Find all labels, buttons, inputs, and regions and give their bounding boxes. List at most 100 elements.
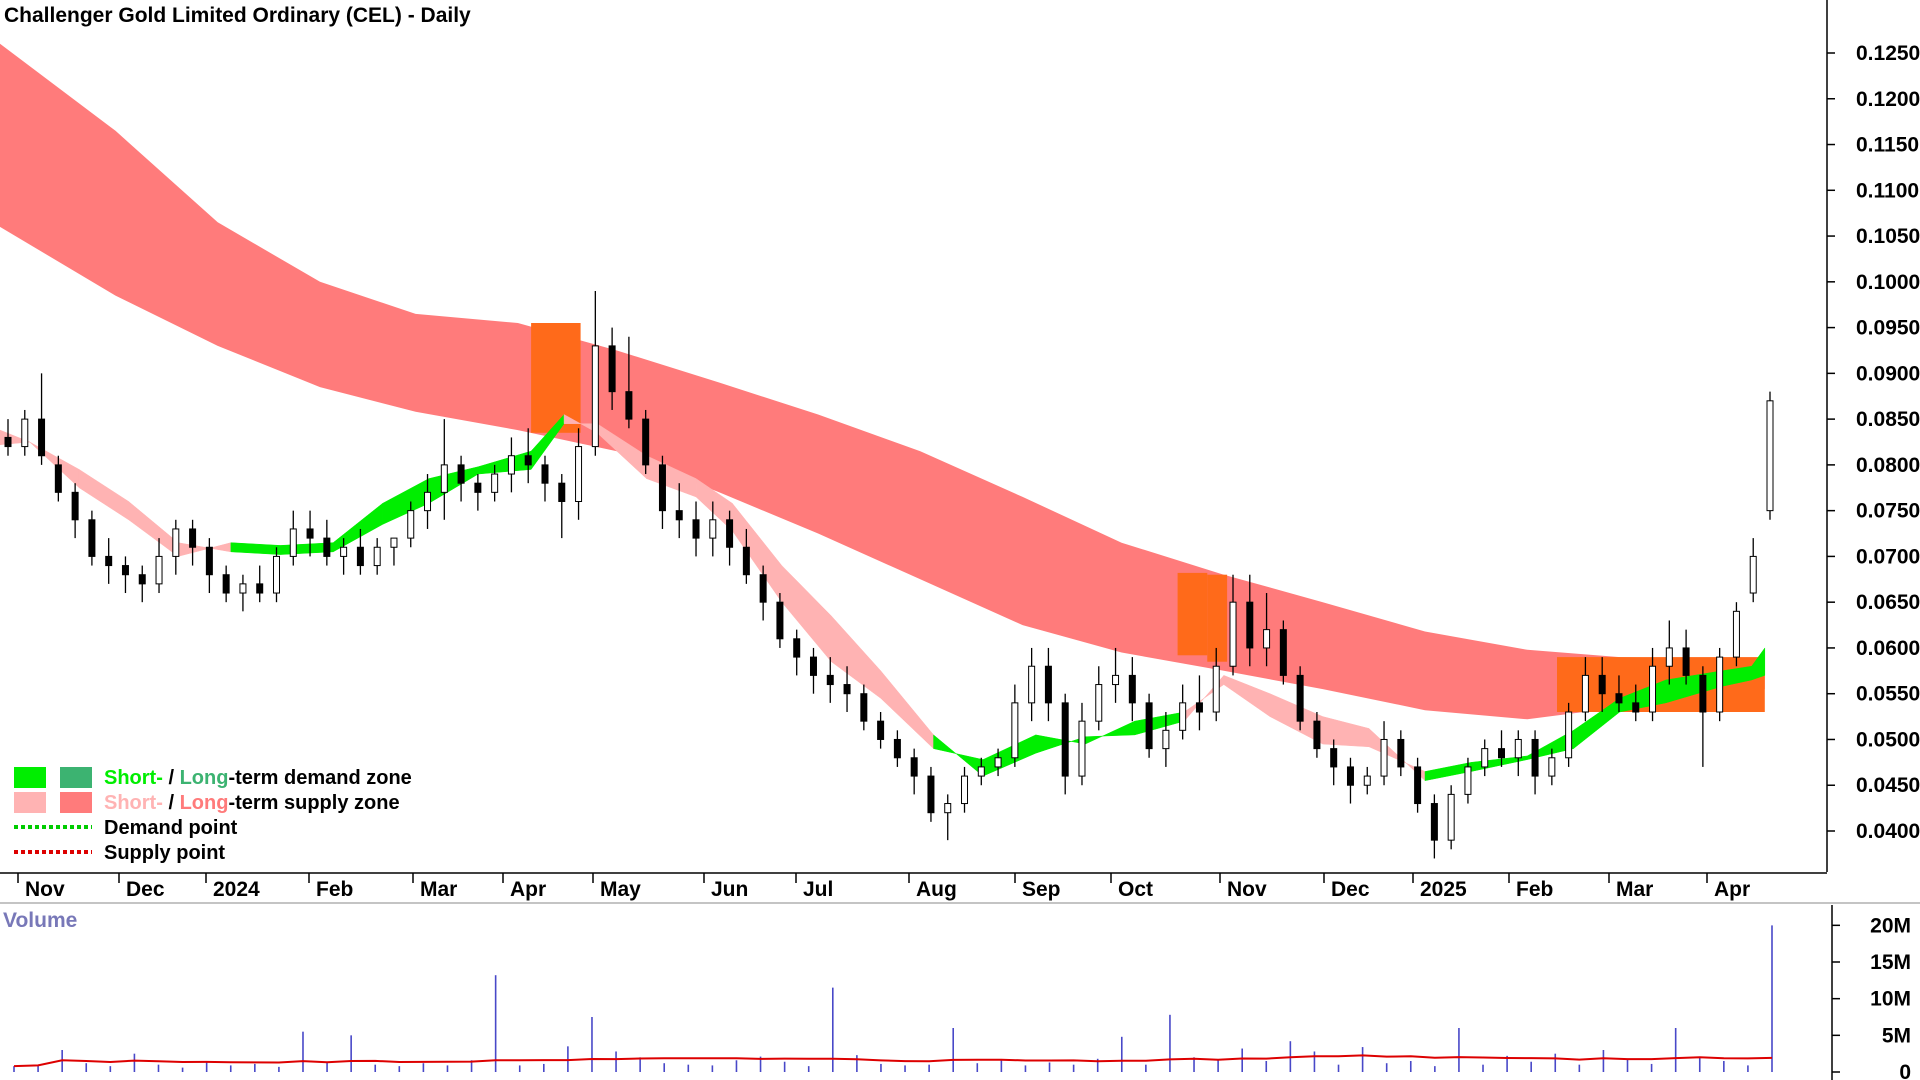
price-tick-label: 0.0950 [1856,317,1920,340]
legend-demand-long: Long [180,767,229,789]
candle-body [1028,665,1036,704]
candle-body [1464,766,1472,795]
candle-body [323,537,331,557]
candle-body [742,546,750,576]
time-tick-label: 2025 [1420,878,1467,901]
legend-demand-rest: -term demand zone [228,767,411,789]
candle-body [776,601,784,640]
candle-body [390,537,398,548]
short-term-supply-segment [781,564,832,663]
legend: Short- / Long-term demand zone Short- / … [14,767,412,864]
legend-demand-short: Short- [104,767,163,789]
short-term-supply-segment [78,468,129,521]
time-tick-label: Apr [1714,878,1750,901]
candle-body [541,464,549,484]
candle-body [424,491,432,512]
time-tick-label: Dec [1331,878,1370,901]
price-axis-ticks: 0.1250 0.1200 0.1150 0.1100 0.1050 0.1000 0.09… [1827,42,1920,843]
time-tick-label: May [600,878,641,901]
candle-body [1665,647,1673,667]
candle-body [1732,610,1740,658]
short-term-demand-segment [230,542,281,555]
candle-body [356,546,364,567]
price-tick-label: 0.0600 [1856,637,1920,660]
short-term-supply-segment [831,615,882,699]
short-term-demand-segment [933,734,984,777]
candle-body [1380,738,1388,777]
candle-body [1581,674,1589,713]
short-term-supply-segment [732,502,783,603]
candle-body [1699,674,1707,713]
candle-body [222,574,230,594]
candle-body [340,546,348,557]
legend-supply-rest: -term supply zone [228,792,399,814]
candle-body [1044,665,1052,704]
short-term-demand-segment [382,478,430,525]
legend-demand-sep: / [163,767,180,789]
candle-body [507,455,515,475]
candle-body [860,693,868,722]
candle-body [826,674,834,686]
candle-body [944,803,952,814]
volume-bars [13,925,1773,1072]
candle-body [1615,693,1623,704]
candle-body [843,684,851,695]
legend-supply-zone-label: Short- / Long-term supply zone [104,792,400,814]
candle-body [1481,748,1489,768]
price-tick-label: 0.0900 [1856,362,1920,385]
price-tick-label: 0.0800 [1856,454,1920,477]
candle-body [1296,674,1304,722]
candle-body [474,482,482,493]
candle-body [1548,757,1556,777]
candle-body [1447,793,1455,841]
price-tick-label: 0.0850 [1856,408,1920,431]
candle-body [4,436,12,448]
time-tick-label: Nov [25,878,65,901]
candle-body [877,720,885,740]
candle-body [457,464,465,484]
overlap-block [531,323,581,433]
price-tick-label: 0.0750 [1856,500,1920,523]
volume-tick-label: 10M [1870,988,1911,1011]
candle-body [910,757,918,777]
candle-body [977,766,985,777]
price-tick-label: 0.1050 [1856,225,1920,248]
time-tick-label: Sep [1022,878,1061,901]
candle-body [1095,684,1103,722]
time-tick-label: Mar [420,878,457,901]
candle-body [1330,748,1338,768]
candle-body [1179,702,1187,731]
overlap-block [1177,572,1208,656]
short-term-supply-segment [128,500,179,557]
legend-demand-zone-label: Short- / Long-term demand zone [104,767,412,789]
candle-body [1061,702,1069,777]
volume-label: Volume [3,909,77,932]
candle-body [1313,720,1321,750]
candle-body [1414,766,1422,805]
candle-body [1565,711,1573,759]
legend-short-supply-swatch [14,792,46,813]
candle-body [625,391,633,420]
candle-body [407,510,415,539]
candle-body [21,418,29,448]
candle-body [1078,720,1086,777]
time-tick-label: Jun [711,878,748,901]
short-term-supply-segment [177,542,232,557]
candle-body [658,464,666,512]
candle-body [1246,601,1254,649]
price-tick-label: 0.0500 [1856,728,1920,751]
volume-tick-label: 0 [1899,1061,1911,1080]
candle-body [88,519,96,557]
candle-body [893,738,901,759]
short-term-demand-segment [1751,647,1766,681]
long-term-supply-band [0,43,1765,720]
candle-body [440,464,448,493]
legend-long-supply-swatch [60,792,92,813]
candle-body [1279,629,1287,676]
legend-long-demand-swatch [60,767,92,788]
short-term-demand-segment [1424,762,1472,781]
candle-body [71,491,79,521]
candle-body [256,583,264,594]
candle-body [1346,766,1354,786]
volume-tick-label: 5M [1882,1024,1911,1047]
